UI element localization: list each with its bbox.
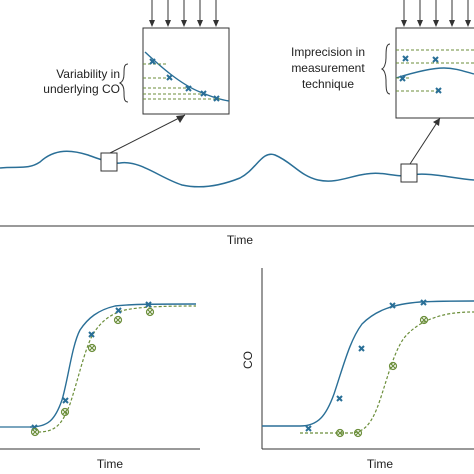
annotation-right-line2: measurement [291, 61, 365, 75]
top-panel: Variability in underlying CO [0, 0, 474, 247]
annotation-right-line1: Imprecision in [291, 45, 365, 59]
measured-curve [300, 311, 474, 434]
bottom-right-y-axis-label: CO [241, 351, 255, 369]
down-arrows-left [149, 0, 219, 27]
bottom-left-plot: Time [0, 301, 200, 471]
bottom-left-x-axis-label: Time [97, 457, 124, 471]
true-curve [262, 300, 474, 427]
top-x-axis-label: Time [227, 233, 254, 247]
annotation-right-line3: technique [302, 77, 354, 91]
annotation-left-line1: Variability in [56, 67, 120, 81]
down-arrows-right [401, 0, 471, 27]
inset-right: Imprecision in measurement technique [291, 0, 474, 119]
annotation-left-line2: underlying CO [43, 82, 120, 96]
co-trace [0, 150, 474, 188]
sample-box-left [100, 152, 118, 172]
zoom-arrow-right [409, 117, 441, 165]
sample-box-right [400, 163, 418, 183]
bottom-right-x-axis-label: Time [367, 457, 394, 471]
zoom-arrow-left [109, 114, 186, 154]
bottom-right-plot: CO Time [241, 268, 474, 471]
inset-left: Variability in underlying CO [43, 0, 230, 115]
true-curve [29, 303, 197, 428]
